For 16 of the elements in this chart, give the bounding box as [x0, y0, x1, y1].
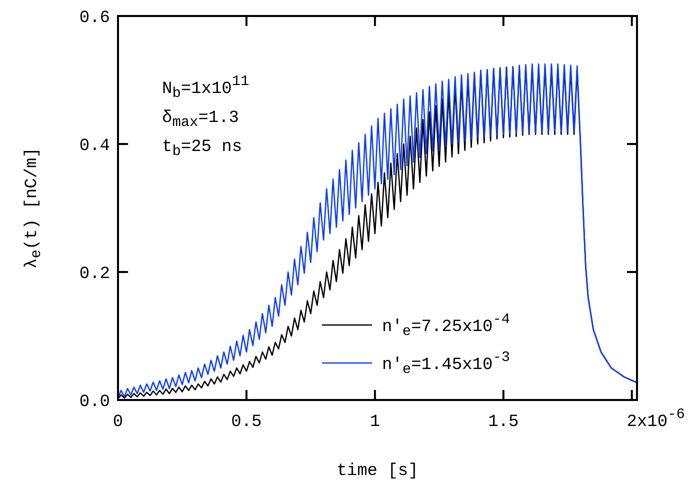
legend-label: n'$_{e}$=7.25x10$^{-4}$	[382, 312, 510, 340]
x-tick-label: 1	[370, 413, 380, 432]
annotation: N$_{b}$=1x10$^{11}$	[162, 74, 250, 102]
text: x10$^{-6}$	[636, 407, 685, 432]
legend-label: n'$_{e}$=1.45x10$^{-3}$	[382, 350, 510, 378]
x-axis-title: time [s]	[336, 462, 418, 481]
x-tick-label: 0	[112, 413, 124, 432]
y-tick-label: 0.2	[79, 265, 110, 284]
y-tick-label: 0.4	[79, 137, 110, 156]
x-tick-label: 1.5	[488, 413, 519, 432]
annotation: δ$_{max}$=1.3	[162, 109, 240, 132]
annotation: t$_{b}$=25 ns	[162, 138, 242, 160]
y-tick-label: 0.6	[79, 9, 110, 28]
y-tick-label: 0.0	[79, 393, 110, 412]
x-tick-label: 0.5	[231, 413, 262, 432]
x-tick-label: 2	[626, 413, 637, 432]
